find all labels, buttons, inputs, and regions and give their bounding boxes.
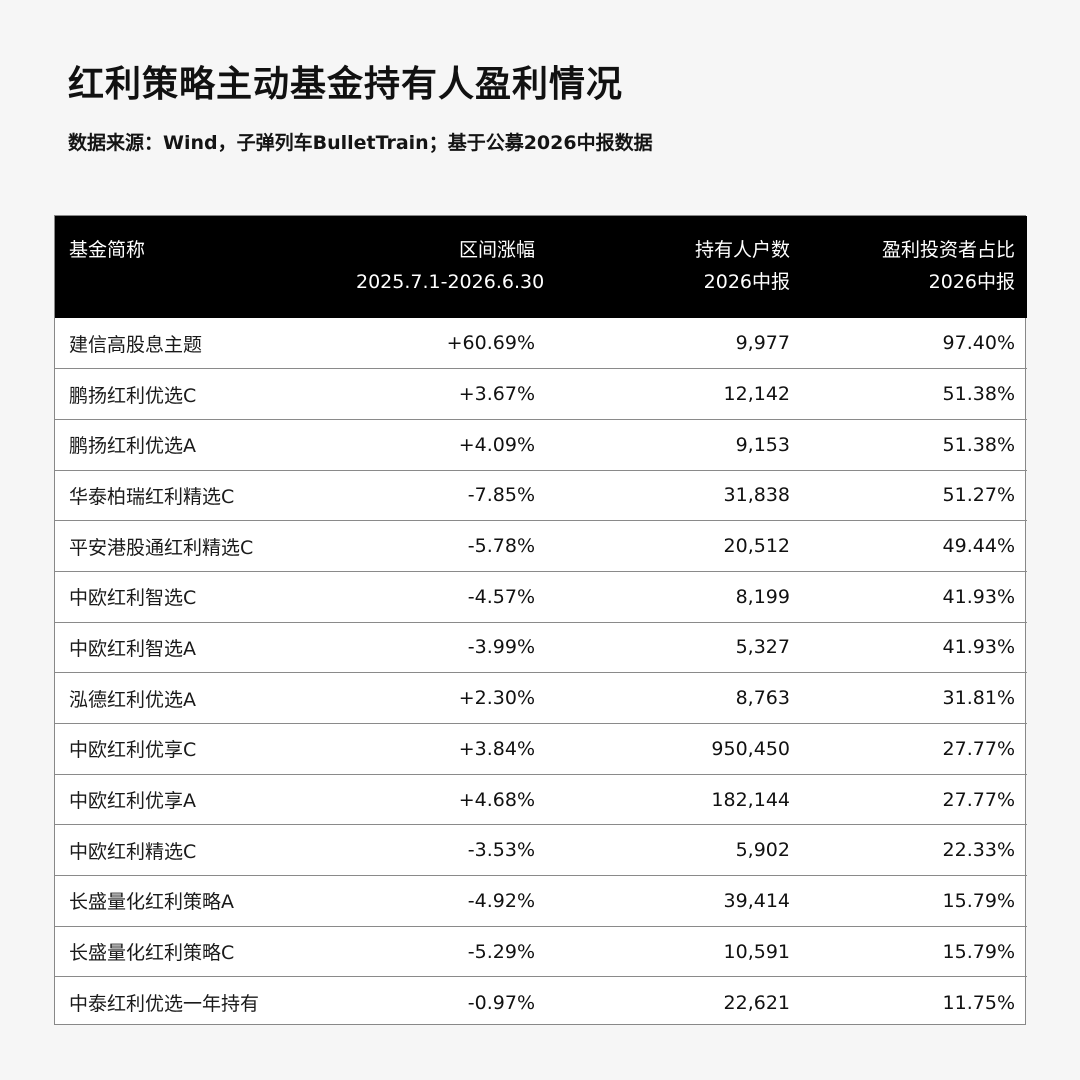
table-row: 华泰柏瑞红利精选C -7.85% 31,838 51.27%	[55, 469, 1027, 521]
period-change-cell: +3.84%	[355, 723, 547, 775]
period-change-cell: +60.69%	[446, 332, 535, 355]
header-holders: 持有人户数 2026中报	[547, 216, 802, 318]
fund-table: 基金简称 区间涨幅 2025.7.1-2026.6.30 持有人户数 2026中…	[55, 216, 1027, 1028]
header-holders-period: 2026中报	[703, 271, 790, 293]
profit-ratio-cell: 15.79%	[802, 875, 1027, 927]
header-fund-name-label: 基金简称	[69, 239, 146, 261]
period-change-cell: -3.99%	[355, 621, 547, 673]
table-row: 鹏扬红利优选A +4.09% 9,153 51.38%	[55, 418, 1027, 471]
fund-name-cell: 中欧红利优享A	[55, 773, 355, 825]
period-change-cell: +2.30%	[355, 672, 547, 724]
period-change-cell: -3.53%	[355, 824, 547, 876]
profit-ratio-cell: 31.81%	[802, 672, 1027, 724]
holders-count-cell: 5,902	[547, 824, 802, 876]
fund-name-cell: 中欧红利优享C	[55, 723, 355, 775]
holders-count-cell: 8,199	[547, 570, 802, 623]
holders-count-cell: 31,838	[547, 469, 802, 521]
period-change-cell: -5.29%	[355, 925, 547, 977]
table-row: 中欧红利优享A +4.68% 182,144 27.77%	[55, 773, 1027, 825]
profit-ratio-cell: 27.77%	[802, 723, 1027, 775]
header-profit-ratio-label: 盈利投资者占比	[881, 239, 1015, 261]
table-row: 中欧红利智选A -3.99% 5,327 41.93%	[55, 621, 1027, 673]
fund-name-cell: 中欧红利智选C	[55, 570, 355, 623]
header-period-change-label: 区间涨幅	[458, 239, 535, 261]
period-change-cell: +4.68%	[355, 773, 547, 825]
holders-count-cell: 5,327	[547, 621, 802, 673]
profit-ratio-cell: 97.40%	[942, 332, 1015, 355]
fund-name-cell: 中泰红利优选一年持有	[55, 976, 355, 1028]
table-row: 长盛量化红利策略A -4.92% 39,414 15.79%	[55, 875, 1027, 927]
fund-name-cell: 鹏扬红利优选A	[55, 418, 355, 471]
profit-ratio-cell: 51.38%	[802, 418, 1027, 471]
fund-name-cell: 中欧红利精选C	[55, 824, 355, 876]
holders-count-cell: 950,450	[547, 723, 802, 775]
table-row: 中欧红利精选C -3.53% 5,902 22.33%	[55, 824, 1027, 876]
table-header: 基金简称 区间涨幅 2025.7.1-2026.6.30 持有人户数 2026中…	[55, 216, 1027, 318]
table-row: 鹏扬红利优选C +3.67% 12,142 51.38%	[55, 368, 1027, 420]
table-header-row: 基金简称 区间涨幅 2025.7.1-2026.6.30 持有人户数 2026中…	[55, 216, 1027, 318]
holders-count-cell: 9,977	[735, 332, 790, 355]
header-fund-name: 基金简称	[55, 216, 355, 318]
holders-count-cell: 22,621	[547, 976, 802, 1028]
profit-ratio-cell: 15.79%	[802, 925, 1027, 977]
profit-ratio-cell: 51.38%	[802, 368, 1027, 420]
table-row: 长盛量化红利策略C -5.29% 10,591 15.79%	[55, 925, 1027, 977]
fund-name-cell: 华泰柏瑞红利精选C	[55, 469, 355, 521]
period-change-cell: +3.67%	[355, 368, 547, 420]
period-change-cell: -7.85%	[355, 469, 547, 521]
fund-table-container: 基金简称 区间涨幅 2025.7.1-2026.6.30 持有人户数 2026中…	[54, 215, 1027, 1028]
table-row: 中欧红利智选C -4.57% 8,199 41.93%	[55, 570, 1027, 623]
header-period-change: 区间涨幅 2025.7.1-2026.6.30	[355, 216, 547, 318]
period-change-cell: -4.57%	[355, 570, 547, 623]
table-row: 泓德红利优选A +2.30% 8,763 31.81%	[55, 672, 1027, 724]
table-row: 平安港股通红利精选C -5.78% 20,512 49.44%	[55, 520, 1027, 572]
profit-ratio-cell: 27.77%	[802, 773, 1027, 825]
profit-ratio-cell: 41.93%	[802, 570, 1027, 623]
fund-name-cell: 中欧红利智选A	[55, 621, 355, 673]
holders-count-cell: 182,144	[547, 773, 802, 825]
profit-ratio-cell: 41.93%	[802, 621, 1027, 673]
header-profit-ratio: 盈利投资者占比 2026中报	[802, 216, 1027, 318]
fund-name-cell: 建信高股息主题	[69, 333, 203, 356]
table-row: 建信高股息主题 +60.69% 9,977 97.40%	[55, 318, 1027, 369]
header-holders-label: 持有人户数	[694, 239, 790, 261]
fund-name-cell: 平安港股通红利精选C	[55, 520, 355, 572]
period-change-cell: +4.09%	[355, 418, 547, 471]
period-change-cell: -5.78%	[355, 520, 547, 572]
profit-ratio-cell: 51.27%	[802, 469, 1027, 521]
profit-ratio-cell: 11.75%	[802, 976, 1027, 1028]
fund-name-cell: 长盛量化红利策略C	[55, 925, 355, 977]
table-body: 建信高股息主题 +60.69% 9,977 97.40% 鹏扬红利优选C +3.67% 12…	[55, 318, 1027, 1028]
page-title: 红利策略主动基金持有人盈利情况	[68, 63, 624, 105]
fund-name-cell: 鹏扬红利优选C	[55, 368, 355, 420]
period-change-cell: -0.97%	[355, 976, 547, 1028]
holders-count-cell: 10,591	[547, 925, 802, 977]
holders-count-cell: 9,153	[547, 418, 802, 471]
header-period-change-range: 2025.7.1-2026.6.30	[356, 271, 545, 293]
data-source-note: 数据来源：Wind，子弹列车BulletTrain；基于公募2026中报数据	[68, 132, 653, 154]
holders-count-cell: 8,763	[547, 672, 802, 724]
holders-count-cell: 39,414	[547, 875, 802, 927]
period-change-cell: -4.92%	[355, 875, 547, 927]
profit-ratio-cell: 22.33%	[802, 824, 1027, 876]
profit-ratio-cell: 49.44%	[802, 520, 1027, 572]
holders-count-cell: 12,142	[547, 368, 802, 420]
header-profit-ratio-period: 2026中报	[928, 271, 1015, 293]
holders-count-cell: 20,512	[547, 520, 802, 572]
table-row: 中欧红利优享C +3.84% 950,450 27.77%	[55, 723, 1027, 775]
fund-name-cell: 泓德红利优选A	[55, 672, 355, 724]
table-row: 中泰红利优选一年持有 -0.97% 22,621 11.75%	[55, 976, 1027, 1028]
fund-name-cell: 长盛量化红利策略A	[55, 875, 355, 927]
